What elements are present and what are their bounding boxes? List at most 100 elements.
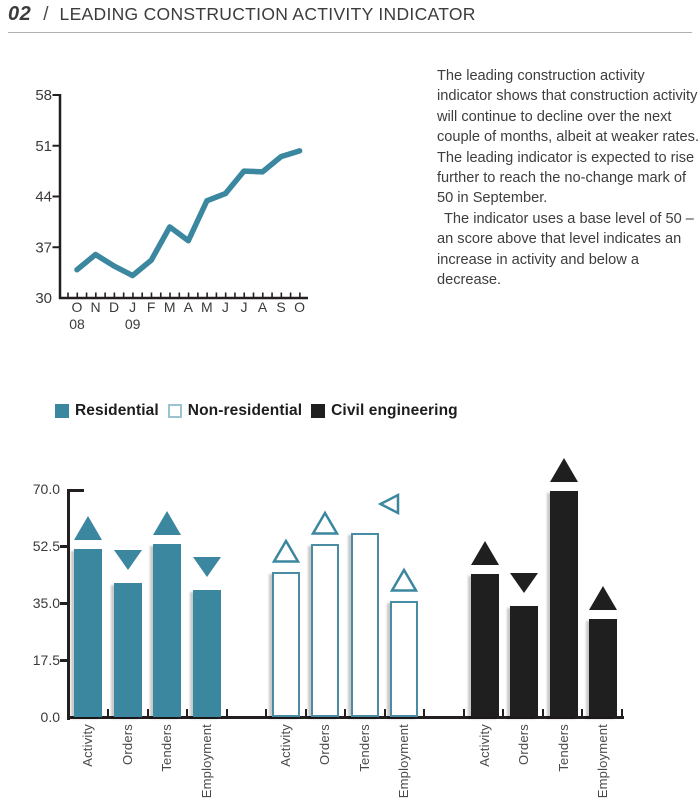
- bar-category-label: Employment: [595, 724, 611, 799]
- left-open-triangle-icon: [377, 492, 399, 516]
- month-label: D: [109, 299, 119, 315]
- bar-category-label: Activity: [277, 724, 293, 767]
- note-text: The leading construction activity indica…: [437, 66, 700, 290]
- y-tick-label: 70.0: [32, 481, 60, 497]
- bar-category-label: Employment: [396, 724, 412, 799]
- indicator-line: [74, 148, 303, 279]
- bar-non-residential-orders: [311, 544, 340, 717]
- x-tick: [344, 709, 347, 717]
- legend-swatch-filled-black-icon: [311, 404, 326, 418]
- x-tick: [186, 709, 189, 717]
- bar-civil-engineering-activity: [470, 573, 499, 717]
- y-tick-label: 30: [35, 290, 52, 307]
- x-tick: [107, 709, 109, 717]
- up-triangle-icon: [470, 540, 499, 565]
- y-tick-label: 35.0: [32, 595, 60, 611]
- x-tick: [541, 709, 544, 717]
- down-triangle-icon: [510, 573, 539, 594]
- up-open-triangle-icon: [390, 567, 419, 593]
- y-tick-label: 58: [35, 87, 52, 104]
- bar-residential-tenders: [153, 544, 182, 717]
- bar-category-label: Tenders: [356, 724, 372, 772]
- up-triangle-icon: [549, 457, 578, 482]
- up-triangle-icon: [153, 511, 182, 536]
- legend-label: Residential: [75, 402, 159, 419]
- y-tick: [60, 545, 68, 548]
- bar-residential-orders: [113, 583, 142, 717]
- y-tick-label: 17.5: [32, 652, 60, 668]
- bar-category-label: Tenders: [555, 724, 571, 772]
- y-tick-label: 0.0: [40, 709, 60, 725]
- up-triangle-icon: [589, 586, 618, 611]
- x-tick: [383, 709, 386, 717]
- legend-item: Civil engineering: [311, 402, 458, 420]
- legend-item: Residential: [55, 402, 159, 420]
- line-chart: 58 51 44 37 30 O N D J F M A M J J A S O 08 09: [28, 86, 363, 351]
- month-label: S: [276, 299, 285, 315]
- month-label: M: [164, 299, 176, 315]
- month-label: O: [72, 299, 83, 315]
- bar-category-label: Orders: [119, 724, 135, 765]
- year-label: 09: [125, 316, 141, 332]
- bar-residential-employment: [192, 589, 221, 717]
- y-tick-label: 37: [35, 239, 52, 256]
- month-label: A: [184, 299, 194, 315]
- bar-chart-legend: Residential Non-residential Civil engineer…: [55, 402, 467, 420]
- legend-label: Civil engineering: [331, 402, 458, 419]
- legend-swatch-filled-teal-icon: [55, 404, 69, 418]
- bar-non-residential-tenders: [350, 532, 379, 717]
- down-triangle-icon: [113, 550, 142, 571]
- month-label: M: [201, 299, 213, 315]
- bar-chart-y-axis: [67, 489, 70, 720]
- legend-label: Non-residential: [187, 402, 303, 419]
- y-tick-label: 44: [35, 189, 52, 206]
- bar-non-residential-activity: [271, 572, 300, 717]
- month-label: F: [147, 299, 156, 315]
- month-label: J: [240, 299, 247, 315]
- bar-non-residential-employment: [390, 601, 419, 717]
- bar-chart-y-axis-cap: [67, 489, 84, 492]
- x-tick: [462, 709, 465, 717]
- y-tick: [60, 602, 68, 605]
- section-number: 02: [8, 3, 32, 25]
- up-open-triangle-icon: [310, 510, 340, 536]
- bar-civil-engineering-orders: [510, 606, 539, 717]
- header-separator: /: [43, 4, 49, 25]
- bar-category-label: Activity: [476, 724, 492, 767]
- month-label: J: [222, 299, 229, 315]
- note-paragraph-1: The leading construction activity indica…: [437, 68, 700, 207]
- month-label: A: [258, 299, 268, 315]
- year-label: 08: [69, 316, 85, 332]
- y-tick: [60, 659, 68, 662]
- x-tick: [581, 709, 584, 717]
- bar-chart: 70.0 52.5 35.0 17.5 0.0 Activity Orders Tenders…: [0, 440, 700, 812]
- x-tick: [146, 709, 149, 717]
- legend-swatch-outline-teal-icon: [167, 404, 182, 418]
- x-tick: [423, 709, 426, 717]
- note-paragraph-2: The indicator uses a base level of 50 – …: [437, 210, 694, 289]
- x-tick: [265, 709, 268, 717]
- month-label: J: [129, 299, 136, 315]
- bar-civil-engineering-employment: [589, 619, 618, 717]
- legend-item: Non-residential: [167, 402, 303, 420]
- y-tick-label: 51: [35, 138, 52, 155]
- month-label: O: [294, 299, 305, 315]
- x-tick: [502, 709, 505, 717]
- bar-civil-engineering-tenders: [549, 490, 578, 717]
- month-label: N: [90, 299, 100, 315]
- up-triangle-icon: [74, 516, 102, 541]
- x-tick: [304, 709, 307, 717]
- down-triangle-icon: [192, 556, 221, 577]
- up-open-triangle-icon: [271, 538, 300, 563]
- header-rule: [8, 32, 692, 33]
- x-tick: [621, 709, 624, 717]
- bar-category-label: Activity: [80, 724, 95, 767]
- bar-category-label: Orders: [516, 724, 532, 765]
- bar-residential-activity: [74, 549, 102, 717]
- bar-category-label: Employment: [198, 724, 214, 799]
- page-header: 02 / LEADING CONSTRUCTION ACTIVITY INDIC…: [8, 3, 476, 26]
- bar-chart-x-axis: [67, 716, 624, 719]
- page-title: LEADING CONSTRUCTION ACTIVITY INDICATOR: [59, 4, 476, 24]
